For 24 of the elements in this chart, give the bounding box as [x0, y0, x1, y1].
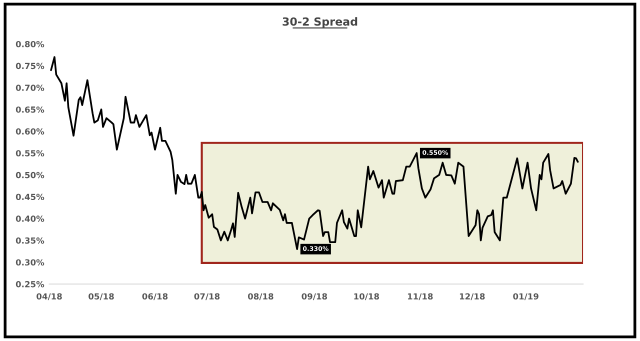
y-tick-label: 0.45%: [16, 194, 44, 200]
y-tick-label: 0.80%: [16, 40, 44, 48]
x-tick-label: 01/19: [513, 293, 538, 300]
y-tick-label: 0.50%: [16, 172, 44, 178]
y-tick-label: 0.60%: [16, 128, 44, 135]
x-tick-label: 08/18: [248, 293, 274, 300]
y-tick-label: 0.70%: [16, 84, 44, 91]
y-tick-label: 0.30%: [16, 259, 44, 266]
y-tick-label: 0.35%: [16, 237, 44, 244]
x-tick-label: 07/18: [194, 293, 220, 300]
x-tick-label: 12/18: [460, 293, 485, 300]
x-tick-label: 11/18: [408, 293, 433, 300]
y-tick-label: 0.75%: [16, 62, 44, 70]
chart-title: 30-2 Spread: [282, 17, 358, 28]
y-tick-label: 0.25%: [16, 281, 44, 288]
y-tick-label: 0.40%: [16, 216, 44, 222]
x-tick-label: 10/18: [354, 293, 380, 300]
y-tick-label: 0.65%: [16, 106, 44, 113]
x-tick-label: 05/18: [88, 293, 114, 300]
y-tick-label: 0.55%: [16, 150, 44, 156]
x-tick-label: 06/18: [142, 293, 168, 300]
x-tick-label: 09/18: [302, 293, 328, 300]
x-tick-label: 04/18: [36, 293, 62, 300]
line-series: [50, 56, 579, 250]
